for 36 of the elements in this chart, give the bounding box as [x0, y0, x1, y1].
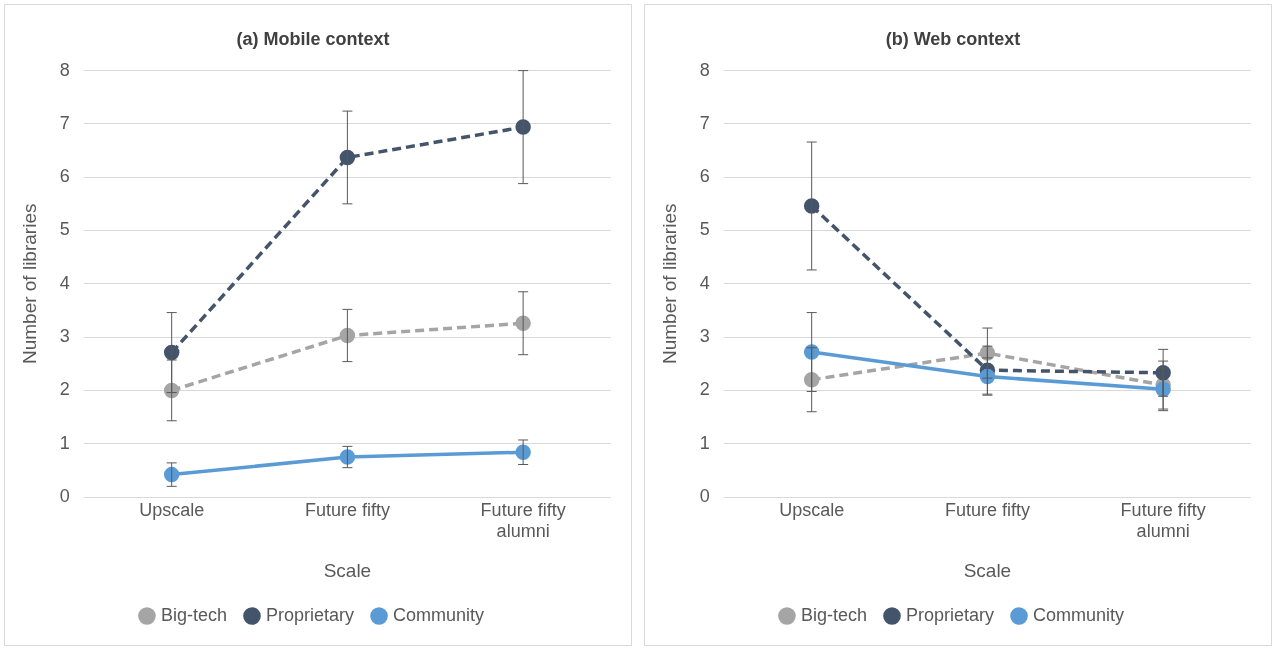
y-tick-label: 3: [699, 326, 710, 347]
legend-label: Proprietary: [265, 604, 355, 625]
chart-title: (b) Web context: [885, 28, 1021, 49]
x-axis-title: Scale: [963, 559, 1012, 581]
y-tick-label: 8: [59, 59, 70, 80]
y-tick-label: 2: [59, 379, 70, 400]
y-tick-label: 6: [59, 166, 70, 187]
x-tick-label: Future fifty alumni: [480, 499, 566, 542]
legend-label: Proprietary: [905, 604, 995, 625]
y-tick-label: 8: [699, 59, 710, 80]
legend-label: Community: [1033, 604, 1125, 625]
legend-label: Big-tech: [800, 604, 868, 625]
y-tick-label: 4: [59, 272, 70, 293]
x-tick-label: Future fifty alumni: [1120, 499, 1206, 542]
legend-label: Big-tech: [160, 604, 228, 625]
y-tick-label: 5: [59, 219, 70, 240]
y-tick-label: 0: [699, 485, 710, 506]
y-axis-title: Number of libraries: [658, 203, 680, 365]
chart-title: (a) Mobile context: [236, 28, 390, 49]
y-tick-label: 1: [699, 432, 710, 453]
y-tick-label: 6: [699, 166, 710, 187]
y-axis-title: Number of libraries: [18, 203, 40, 365]
x-tick-label: Future fifty: [304, 499, 390, 520]
y-tick-label: 3: [59, 326, 70, 347]
x-axis-title: Scale: [323, 559, 372, 581]
y-tick-label: 2: [699, 379, 710, 400]
x-tick-label: Future fifty: [944, 499, 1030, 520]
y-tick-label: 7: [59, 112, 70, 133]
y-tick-label: 7: [699, 112, 710, 133]
x-tick-label: Upscale: [779, 499, 845, 520]
x-tick-label: Upscale: [139, 499, 205, 520]
y-tick-label: 4: [699, 272, 710, 293]
y-tick-label: 0: [59, 485, 70, 506]
y-tick-label: 5: [699, 219, 710, 240]
y-tick-label: 1: [59, 432, 70, 453]
legend-label: Community: [393, 604, 485, 625]
